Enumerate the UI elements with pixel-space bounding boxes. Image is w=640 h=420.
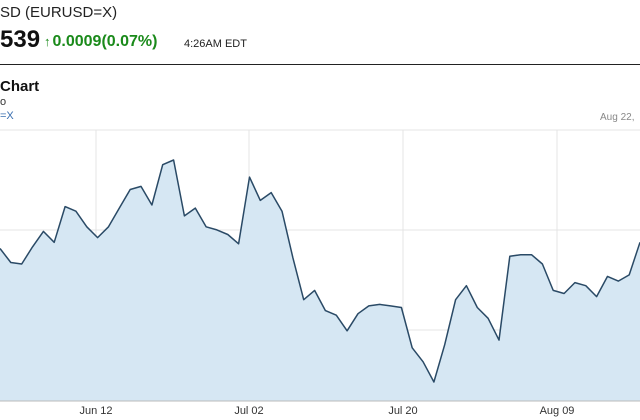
chart-heading: Chart bbox=[0, 78, 40, 95]
price-value: 539 bbox=[0, 26, 41, 53]
quote-time: 4:26AM EDT bbox=[184, 38, 247, 50]
range-label: o bbox=[0, 96, 7, 108]
change-value: 0.0009(0.07%) bbox=[52, 33, 158, 50]
header-divider bbox=[0, 64, 640, 65]
x-tick-label: Jun 12 bbox=[79, 405, 112, 417]
up-arrow-icon: ↑ bbox=[44, 34, 51, 49]
x-axis-ticks: Jun 12 Jul 02 Jul 20 Aug 09 bbox=[79, 405, 574, 417]
x-tick-label: Aug 09 bbox=[540, 405, 575, 417]
x-tick-label: Jul 02 bbox=[234, 405, 263, 417]
x-tick-label: Jul 20 bbox=[388, 405, 417, 417]
price-area bbox=[0, 160, 640, 401]
price-line bbox=[0, 159, 640, 383]
quote-title: SD (EURUSD=X) bbox=[0, 4, 118, 21]
symbol-label[interactable]: =X bbox=[0, 110, 14, 122]
price-change: ↑ 0.0009(0.07%) bbox=[44, 33, 157, 51]
range-end-date: Aug 22, bbox=[600, 112, 635, 123]
